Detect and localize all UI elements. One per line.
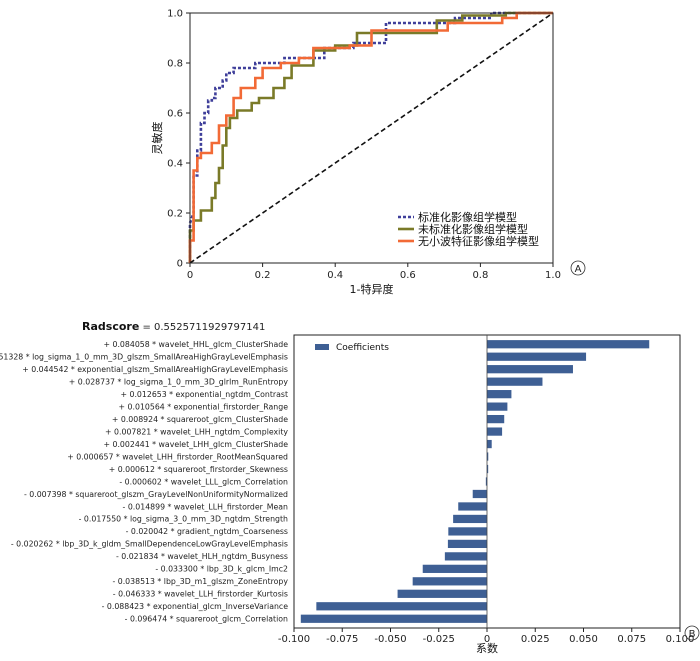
bar-category-label-4: + 0.012653 * exponential_ngtdm_Contrast	[120, 390, 288, 399]
bar-16	[447, 539, 487, 549]
bar-category-label-7: + 0.007821 * wavelet_LHH_ngtdm_Complexit…	[105, 427, 288, 436]
bar-category-label-14: - 0.017550 * log_sigma_3_0_mm_3D_ngtdm_S…	[79, 515, 288, 524]
bar-x-tick-label: 0.075	[617, 634, 646, 645]
bar-category-label-2: + 0.044542 * exponential_glszm_SmallArea…	[22, 365, 288, 374]
radscore-formula: Radscore = 0.5525711929797141	[82, 320, 265, 333]
radscore-label: Radscore	[82, 320, 139, 333]
bar-category-label-18: - 0.033300 * lbp_3D_k_glcm_Imc2	[155, 565, 288, 574]
roc-x-tick-label: 0	[187, 270, 193, 281]
bars	[300, 340, 650, 623]
bar-category-label-0: + 0.084058 * wavelet_HHL_glcm_ClusterSha…	[103, 340, 288, 349]
roc-chart: 0 0.2 0.4 0.6 0.8 1.0 0 0.2 0.4 0.6 0.8 1.0 1-特异度 灵…	[150, 9, 586, 296]
roc-x-tick-label: 0.2	[255, 270, 271, 281]
bar-x-tick-label: -0.100	[278, 634, 310, 645]
bar-x-tick-label: -0.050	[374, 634, 406, 645]
coefficient-chart: Radscore = 0.5525711929797141 -0.100 -0.0…	[0, 320, 700, 655]
bar-category-label-15: - 0.020042 * gradient_ngtdm_Coarseness	[126, 527, 288, 536]
bar-21	[316, 602, 487, 611]
bar-x-tick-label: 0.050	[569, 634, 598, 645]
radscore-value: = 0.5525711929797141	[139, 322, 265, 333]
panel-a-marker-circle	[570, 260, 586, 276]
bar-2	[487, 365, 573, 374]
roc-x-tick-label: 1.0	[545, 270, 561, 281]
bar-category-label-12: - 0.007398 * squareroot_glszm_GrayLevelN…	[24, 490, 288, 499]
roc-plot-frame	[189, 12, 554, 264]
bar-14	[453, 514, 487, 524]
bar-1	[487, 352, 587, 361]
roc-legend-label-2: 无小波特征影像组学模型	[418, 234, 539, 248]
roc-x-tick-label: 0.4	[327, 270, 343, 281]
bar-12	[472, 489, 487, 499]
bar-category-label-9: + 0.000657 * wavelet_LHH_firstorder_Root…	[67, 452, 288, 461]
panel-b-marker: B	[689, 629, 696, 640]
bar-legend: Coefficients	[315, 343, 389, 353]
bar-category-label-17: - 0.021834 * wavelet_HLH_ngtdm_Busyness	[116, 552, 288, 561]
roc-y-tick-label: 0.6	[167, 109, 183, 120]
bar-17	[444, 552, 487, 561]
bar-20	[397, 589, 487, 598]
bar-4	[487, 390, 512, 399]
roc-series-line-1	[188, 11, 553, 263]
roc-lines	[188, 11, 554, 264]
roc-y-tick-label: 1.0	[167, 9, 183, 20]
roc-series-line-3	[189, 12, 554, 264]
bar-3	[487, 377, 543, 386]
bar-category-label-20: - 0.046333 * wavelet_LLH_firstorder_Kurt…	[113, 590, 288, 599]
roc-y-tick-label: 0.8	[167, 59, 183, 70]
bar-9	[487, 452, 489, 461]
bar-category-label-5: + 0.010564 * exponential_firstorder_Rang…	[119, 402, 289, 411]
panel-b-marker-circle	[684, 625, 700, 641]
bar-ticks: -0.100 -0.075 -0.050 -0.025 0 0.025 0.050 0.075…	[278, 628, 694, 645]
bar-18	[422, 564, 487, 573]
bar-10	[487, 464, 489, 474]
bar-x-tick-label: 0.100	[666, 634, 695, 645]
bar-x-tick-label: 0.025	[521, 634, 550, 645]
bar-category-label-3: + 0.028737 * log_sigma_1_0_mm_3D_glrlm_R…	[69, 377, 289, 386]
bar-5	[487, 402, 508, 411]
bar-x-tick-label: -0.025	[423, 634, 455, 645]
roc-y-tick-label: 0.2	[167, 209, 183, 220]
bar-category-label-6: + 0.008924 * squareroot_glcm_ClusterShad…	[112, 415, 288, 424]
bar-x-tick-label: -0.075	[326, 634, 358, 645]
bar-8	[487, 439, 492, 449]
roc-y-tick-label: 0.4	[167, 159, 183, 170]
bar-legend-label: Coefficients	[336, 343, 389, 353]
bar-labels: + 0.084058 * wavelet_HHL_glcm_ClusterSha…	[0, 340, 288, 624]
bar-6	[487, 414, 505, 424]
bar-13	[458, 502, 487, 511]
bar-category-label-11: - 0.000602 * wavelet_LLL_glcm_Correlatio…	[119, 477, 288, 486]
bar-7	[487, 427, 503, 436]
roc-y-axis-label: 灵敏度	[150, 122, 164, 155]
bar-x-tick-label: 0	[484, 634, 490, 645]
bar-11	[485, 477, 487, 486]
roc-ticks: 0 0.2 0.4 0.6 0.8 1.0 0 0.2 0.4 0.6 0.8 1.0	[167, 9, 561, 282]
roc-x-tick-label: 0.8	[472, 270, 488, 281]
roc-x-axis-label: 1-特异度	[350, 282, 394, 296]
bar-x-axis-label: 系数	[476, 642, 498, 655]
bar-category-label-8: + 0.002441 * wavelet_LHH_glcm_ClusterSha…	[103, 440, 288, 449]
panel-a-marker: A	[575, 264, 582, 275]
bar-0	[487, 340, 650, 349]
roc-series-line-0	[188, 11, 553, 263]
bar-19	[412, 577, 487, 586]
roc-legend-label-1: 未标准化影像组学模型	[418, 222, 528, 236]
bar-15	[448, 527, 487, 536]
bar-category-label-16: - 0.020262 * lbp_3D_k_gldm_SmallDependen…	[11, 540, 288, 549]
roc-series-line-2	[188, 11, 553, 263]
bar-legend-swatch	[315, 344, 329, 350]
bar-category-label-10: + 0.000612 * squareroot_firstorder_Skewn…	[109, 465, 288, 474]
bar-category-label-22: - 0.096474 * squareroot_glcm_Correlation	[125, 615, 288, 624]
roc-x-tick-label: 0.6	[400, 270, 416, 281]
roc-legend-label-0: 标准化影像组学模型	[418, 210, 517, 224]
bar-category-label-1: +0.051328 * log_sigma_1_0_mm_3D_glszm_Sm…	[0, 353, 288, 362]
roc-y-tick-label: 0	[177, 259, 183, 270]
bar-22	[300, 614, 487, 623]
bar-category-label-19: - 0.038513 * lbp_3D_m1_glszm_ZoneEntropy	[112, 577, 288, 586]
bar-category-label-13: - 0.014899 * wavelet_LLH_firstorder_Mean	[123, 502, 289, 511]
bar-category-label-21: - 0.088423 * exponential_glcm_InverseVar…	[102, 602, 289, 611]
